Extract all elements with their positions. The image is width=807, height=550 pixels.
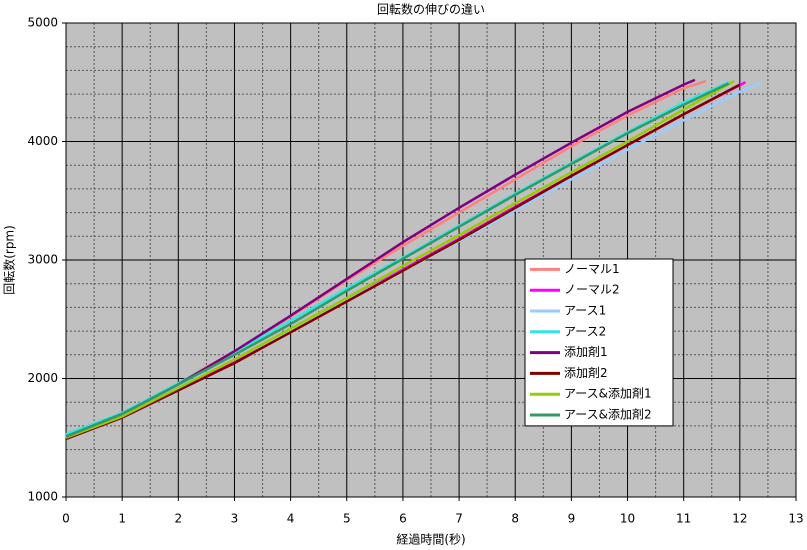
y-tick-label: 2000	[27, 371, 58, 385]
series-line	[65, 82, 730, 438]
x-tick-label: 7	[455, 512, 463, 526]
series-line	[65, 83, 741, 441]
legend-label: アース2	[564, 324, 606, 338]
x-tick-label: 1	[118, 512, 126, 526]
x-tick-label: 2	[174, 512, 182, 526]
y-tick-label: 1000	[27, 490, 58, 504]
y-tick-label: 4000	[27, 134, 58, 148]
y-tick-label: 5000	[27, 16, 58, 30]
legend-label: 添加剤1	[564, 344, 608, 359]
x-axis-label: 経過時間(秒)	[396, 533, 465, 547]
x-tick-label: 11	[676, 512, 691, 526]
x-tick-label: 8	[511, 512, 519, 526]
x-tick-label: 4	[287, 512, 295, 526]
legend-label: ノーマル2	[564, 283, 620, 297]
x-tick-label: 6	[399, 512, 407, 526]
x-tick-label: 12	[732, 512, 747, 526]
x-tick-label: 9	[568, 512, 576, 526]
x-tick-label: 13	[788, 512, 803, 526]
legend-label: アース1	[564, 304, 606, 318]
x-tick-label: 0	[62, 512, 70, 526]
x-tick-label: 10	[620, 512, 635, 526]
legend-label: ノーマル1	[564, 262, 620, 276]
legend-label: アース&添加剤1	[564, 386, 652, 401]
legend-label: アース&添加剤2	[564, 407, 652, 422]
plot-border	[65, 22, 797, 498]
legend-box	[524, 258, 674, 427]
y-axis-label: 回転数(rpm)	[2, 225, 17, 295]
legend-label: 添加剤2	[564, 365, 608, 380]
y-tick-label: 3000	[27, 253, 58, 267]
chart-title: 回転数の伸びの違い	[377, 2, 485, 17]
series-line	[65, 79, 735, 439]
x-tick-label: 5	[343, 512, 351, 526]
x-tick-label: 3	[231, 512, 239, 526]
